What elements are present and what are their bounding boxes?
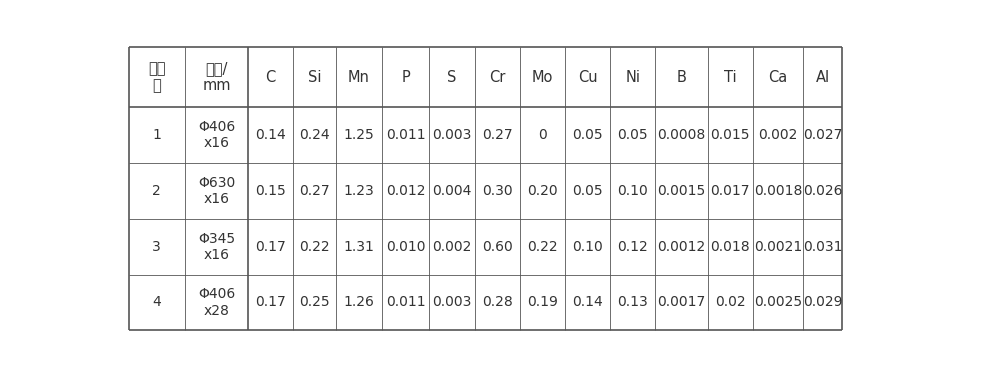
Text: 0.10: 0.10 — [617, 184, 648, 198]
Text: 0: 0 — [538, 128, 547, 142]
Text: 0.0012: 0.0012 — [657, 240, 706, 254]
Text: Φ630
x16: Φ630 x16 — [198, 176, 235, 206]
Text: 0.14: 0.14 — [572, 295, 603, 309]
Text: 0.003: 0.003 — [432, 295, 472, 309]
Text: Φ406
x28: Φ406 x28 — [198, 287, 235, 317]
Text: 0.0018: 0.0018 — [754, 184, 802, 198]
Text: 规格/
mm: 规格/ mm — [202, 61, 231, 93]
Text: 0.22: 0.22 — [299, 240, 330, 254]
Text: 0.004: 0.004 — [432, 184, 472, 198]
Text: 0.17: 0.17 — [255, 295, 286, 309]
Text: 0.27: 0.27 — [482, 128, 513, 142]
Text: 实施
例: 实施 例 — [148, 61, 166, 93]
Text: 0.17: 0.17 — [255, 240, 286, 254]
Text: 0.20: 0.20 — [527, 184, 558, 198]
Text: 0.12: 0.12 — [617, 240, 648, 254]
Text: 0.30: 0.30 — [482, 184, 513, 198]
Text: Cr: Cr — [490, 70, 506, 85]
Text: 0.60: 0.60 — [482, 240, 513, 254]
Text: 0.0008: 0.0008 — [657, 128, 706, 142]
Text: 0.011: 0.011 — [386, 128, 425, 142]
Text: 0.011: 0.011 — [386, 295, 425, 309]
Text: 0.017: 0.017 — [711, 184, 750, 198]
Text: 4: 4 — [152, 295, 161, 309]
Text: 0.27: 0.27 — [299, 184, 330, 198]
Text: 0.14: 0.14 — [255, 128, 286, 142]
Text: 0.0025: 0.0025 — [754, 295, 802, 309]
Text: Mo: Mo — [532, 70, 553, 85]
Text: 0.029: 0.029 — [803, 295, 842, 309]
Text: 0.015: 0.015 — [711, 128, 750, 142]
Text: 0.0017: 0.0017 — [657, 295, 706, 309]
Text: Φ406
x16: Φ406 x16 — [198, 120, 235, 150]
Text: 0.003: 0.003 — [432, 128, 472, 142]
Text: Si: Si — [308, 70, 321, 85]
Text: 0.19: 0.19 — [527, 295, 558, 309]
Text: Φ345
x16: Φ345 x16 — [198, 232, 235, 262]
Text: 0.031: 0.031 — [803, 240, 842, 254]
Text: 3: 3 — [152, 240, 161, 254]
Text: Ca: Ca — [768, 70, 788, 85]
Text: Ni: Ni — [625, 70, 640, 85]
Text: Mn: Mn — [348, 70, 370, 85]
Text: 1.25: 1.25 — [344, 128, 374, 142]
Text: 0.15: 0.15 — [255, 184, 286, 198]
Text: 0.05: 0.05 — [572, 184, 603, 198]
Text: 0.002: 0.002 — [758, 128, 798, 142]
Text: S: S — [447, 70, 457, 85]
Text: 0.05: 0.05 — [572, 128, 603, 142]
Text: 0.026: 0.026 — [803, 184, 842, 198]
Text: 0.28: 0.28 — [482, 295, 513, 309]
Text: Ti: Ti — [724, 70, 737, 85]
Text: 0.0021: 0.0021 — [754, 240, 802, 254]
Text: Cu: Cu — [578, 70, 597, 85]
Text: 0.22: 0.22 — [527, 240, 558, 254]
Text: 1.26: 1.26 — [344, 295, 374, 309]
Text: 0.25: 0.25 — [299, 295, 330, 309]
Text: 0.010: 0.010 — [386, 240, 425, 254]
Text: 0.05: 0.05 — [617, 128, 648, 142]
Text: B: B — [677, 70, 686, 85]
Text: 0.027: 0.027 — [803, 128, 842, 142]
Text: P: P — [401, 70, 410, 85]
Text: 0.0015: 0.0015 — [657, 184, 706, 198]
Text: 1.23: 1.23 — [344, 184, 374, 198]
Text: 0.13: 0.13 — [617, 295, 648, 309]
Text: 1.31: 1.31 — [344, 240, 374, 254]
Text: 0.02: 0.02 — [715, 295, 746, 309]
Text: 2: 2 — [152, 184, 161, 198]
Text: 0.012: 0.012 — [386, 184, 425, 198]
Text: Al: Al — [815, 70, 830, 85]
Text: 0.002: 0.002 — [432, 240, 472, 254]
Text: 1: 1 — [152, 128, 161, 142]
Text: 0.24: 0.24 — [299, 128, 330, 142]
Text: 0.10: 0.10 — [572, 240, 603, 254]
Text: C: C — [266, 70, 276, 85]
Text: 0.018: 0.018 — [710, 240, 750, 254]
